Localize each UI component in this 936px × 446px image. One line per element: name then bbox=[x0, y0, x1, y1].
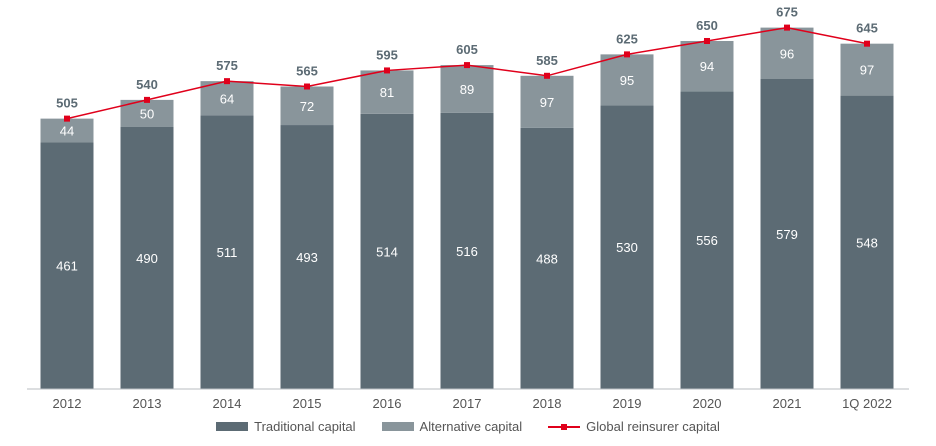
data-label-global: 650 bbox=[696, 18, 718, 33]
legend-item-global: Global reinsurer capital bbox=[548, 419, 720, 434]
bar-alternative bbox=[840, 43, 894, 96]
global-capital-marker bbox=[624, 51, 630, 58]
bar-traditional bbox=[40, 142, 94, 389]
bar-alternative bbox=[40, 118, 94, 143]
data-label-alternative: 96 bbox=[780, 46, 794, 61]
x-tick-label: 2018 bbox=[533, 396, 562, 411]
data-label-traditional: 514 bbox=[376, 244, 398, 259]
data-label-alternative: 95 bbox=[620, 73, 634, 88]
chart-legend: Traditional capital Alternative capital … bbox=[0, 419, 936, 434]
legend-label-alternative: Alternative capital bbox=[419, 419, 523, 434]
data-label-global: 625 bbox=[616, 31, 638, 46]
global-capital-marker bbox=[704, 37, 710, 44]
bar-traditional bbox=[200, 115, 254, 390]
bar-traditional bbox=[360, 113, 414, 390]
data-label-global: 675 bbox=[776, 5, 798, 20]
legend-label-traditional: Traditional capital bbox=[254, 419, 356, 434]
bar-alternative bbox=[280, 86, 334, 126]
data-label-global: 540 bbox=[136, 77, 158, 92]
bar-alternative bbox=[760, 27, 814, 80]
bar-traditional bbox=[120, 126, 174, 390]
legend-item-traditional: Traditional capital bbox=[216, 419, 356, 434]
data-label-traditional: 511 bbox=[217, 245, 238, 260]
bar-alternative bbox=[680, 40, 734, 92]
data-label-alternative: 50 bbox=[140, 106, 154, 121]
x-tick-label: 1Q 2022 bbox=[842, 396, 892, 411]
bar-alternative bbox=[520, 75, 574, 128]
data-label-alternative: 64 bbox=[220, 91, 234, 106]
bar-traditional bbox=[440, 112, 494, 390]
legend-swatch-traditional bbox=[216, 422, 249, 431]
bar-alternative bbox=[200, 81, 254, 116]
data-label-global: 505 bbox=[56, 96, 78, 111]
x-tick-label: 2020 bbox=[693, 396, 722, 411]
data-label-global: 605 bbox=[456, 42, 478, 57]
x-tick-label: 2014 bbox=[213, 396, 242, 411]
data-label-global: 565 bbox=[296, 63, 318, 78]
bar-traditional bbox=[680, 91, 734, 389]
data-label-alternative: 81 bbox=[380, 85, 394, 100]
bar-alternative bbox=[600, 54, 654, 106]
legend-swatch-global bbox=[548, 422, 581, 432]
bar-alternative bbox=[440, 65, 494, 113]
data-label-alternative: 89 bbox=[460, 82, 474, 97]
global-capital-marker bbox=[544, 72, 550, 79]
global-capital-marker bbox=[224, 78, 230, 85]
legend-swatch-alternative bbox=[381, 422, 414, 431]
data-label-alternative: 72 bbox=[300, 99, 314, 114]
bar-traditional bbox=[600, 105, 654, 389]
data-label-alternative: 97 bbox=[540, 95, 554, 110]
data-label-traditional: 488 bbox=[536, 251, 558, 266]
data-label-traditional: 579 bbox=[776, 227, 798, 242]
x-tick-label: 2015 bbox=[293, 396, 322, 411]
data-label-global: 575 bbox=[216, 58, 238, 73]
global-capital-marker bbox=[864, 40, 870, 47]
global-capital-marker bbox=[304, 83, 310, 90]
bar-traditional bbox=[520, 127, 574, 390]
bar-traditional bbox=[760, 79, 814, 389]
global-capital-marker bbox=[144, 96, 150, 103]
bar-traditional bbox=[840, 95, 894, 389]
x-tick-label: 2017 bbox=[453, 396, 482, 411]
global-capital-marker bbox=[784, 24, 790, 31]
bar-alternative bbox=[360, 70, 414, 114]
x-tick-label: 2021 bbox=[773, 396, 802, 411]
global-capital-marker bbox=[384, 67, 390, 74]
bar-traditional bbox=[280, 125, 334, 390]
data-label-alternative: 97 bbox=[860, 63, 874, 78]
global-capital-marker bbox=[64, 115, 70, 122]
x-tick-label: 2012 bbox=[53, 396, 82, 411]
data-label-traditional: 493 bbox=[296, 250, 318, 265]
data-label-alternative: 94 bbox=[700, 59, 714, 74]
data-label-traditional: 556 bbox=[696, 233, 718, 248]
x-tick-label: 2019 bbox=[613, 396, 642, 411]
data-label-global: 645 bbox=[856, 21, 878, 36]
legend-item-alternative: Alternative capital bbox=[381, 419, 523, 434]
data-label-traditional: 516 bbox=[456, 244, 478, 259]
data-label-alternative: 44 bbox=[60, 123, 74, 138]
data-label-traditional: 530 bbox=[616, 240, 638, 255]
data-label-traditional: 548 bbox=[856, 235, 878, 250]
global-capital-marker bbox=[464, 62, 470, 69]
data-label-global: 585 bbox=[536, 53, 558, 68]
data-label-global: 595 bbox=[376, 47, 398, 62]
x-tick-label: 2016 bbox=[373, 396, 402, 411]
legend-label-global: Global reinsurer capital bbox=[586, 419, 720, 434]
x-tick-label: 2013 bbox=[133, 396, 162, 411]
data-label-traditional: 461 bbox=[56, 259, 78, 274]
data-label-traditional: 490 bbox=[136, 251, 158, 266]
